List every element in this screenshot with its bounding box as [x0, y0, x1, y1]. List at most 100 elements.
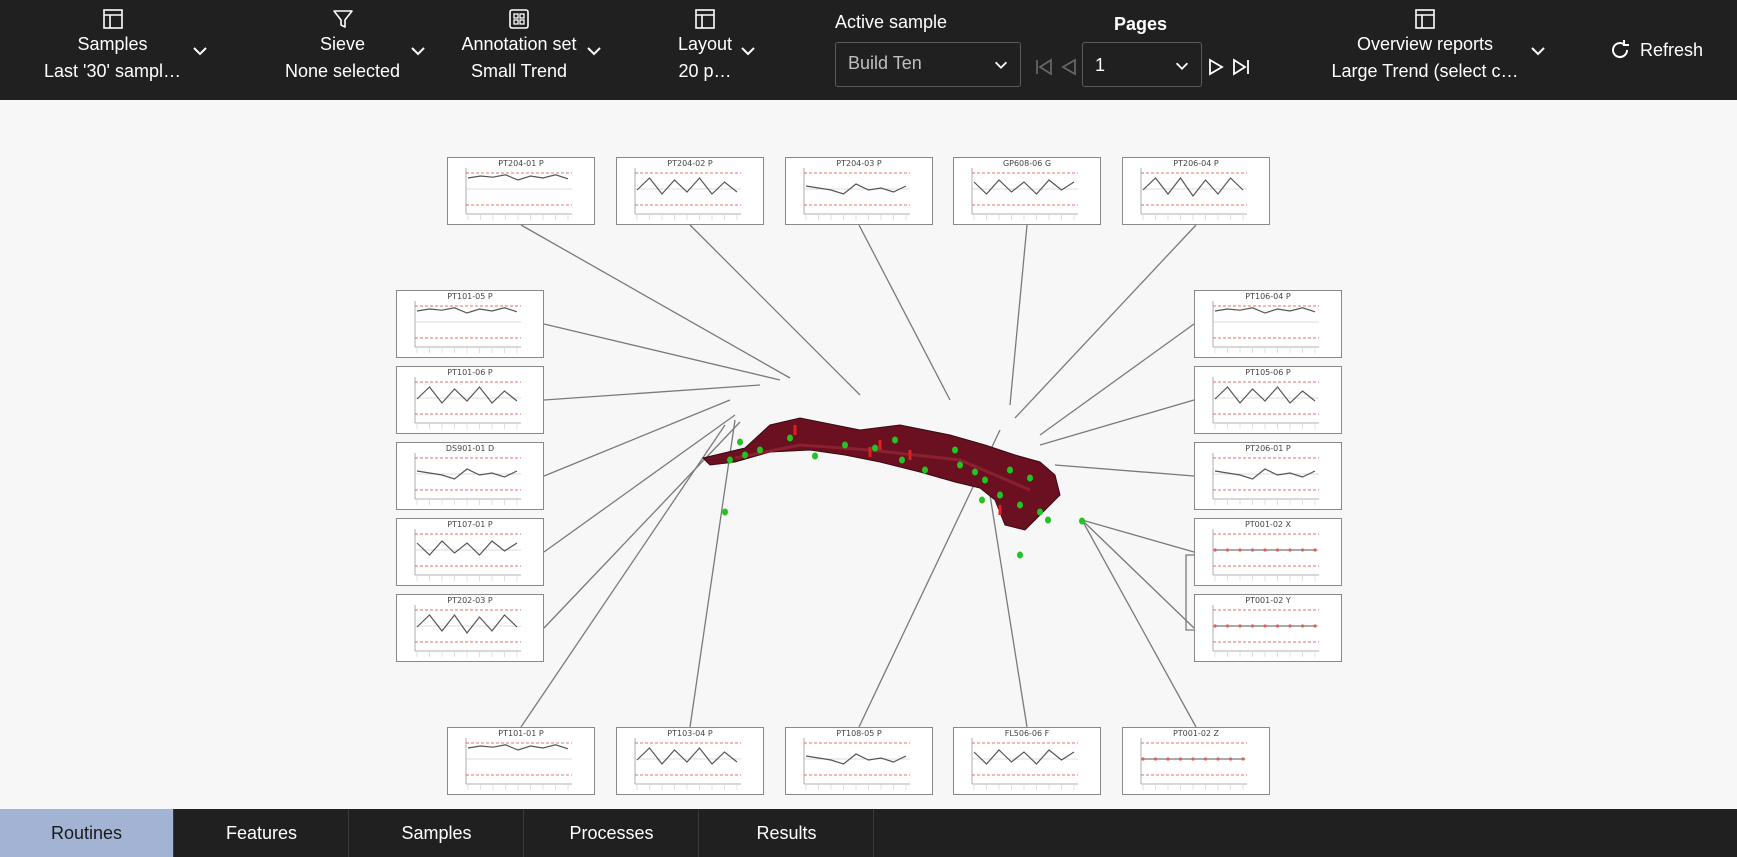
refresh-label: Refresh: [1640, 39, 1704, 60]
leader-line: [1081, 519, 1197, 728]
measurement-point[interactable]: [872, 444, 878, 452]
last-page-icon[interactable]: [1230, 56, 1252, 78]
trend-sparkline: [414, 453, 521, 505]
tab-features[interactable]: Features: [175, 809, 349, 857]
measurement-point[interactable]: [1007, 466, 1013, 474]
trend-chart-title: DS901-01 D: [445, 444, 495, 453]
measurement-point[interactable]: [972, 468, 978, 476]
measurement-point[interactable]: [979, 496, 985, 504]
trend-chart-card[interactable]: FL506-06 F: [953, 727, 1101, 795]
measurement-point-out[interactable]: [868, 447, 872, 457]
trend-chart-card[interactable]: PT106-04 P: [1194, 290, 1342, 358]
trend-chart-card[interactable]: PT204-02 P: [616, 157, 764, 225]
active-sample-label: Active sample: [835, 12, 948, 32]
trend-sparkline: [803, 168, 910, 220]
measurement-point[interactable]: [922, 466, 928, 474]
leader-line: [520, 224, 791, 379]
trend-chart-title: PT001-02 Z: [1172, 729, 1220, 738]
measurement-point[interactable]: [1017, 551, 1023, 559]
active-sample-select[interactable]: Build Ten: [835, 42, 1021, 87]
chevron-down-icon[interactable]: [408, 44, 428, 58]
measurement-point[interactable]: [952, 446, 958, 454]
first-page-icon[interactable]: [1033, 56, 1055, 78]
trend-chart-title: PT101-05 P: [447, 292, 493, 301]
trend-chart-card[interactable]: PT001-02 X: [1194, 518, 1342, 586]
trend-chart-card[interactable]: PT101-01 P: [447, 727, 595, 795]
trend-chart-title: PT204-02 P: [667, 159, 713, 168]
trend-chart-card[interactable]: PT206-04 P: [1122, 157, 1270, 225]
annotation-set-dropdown[interactable]: Annotation set Small Trend: [458, 8, 580, 82]
measurement-point[interactable]: [892, 436, 898, 444]
pages-label: Pages: [1114, 14, 1168, 34]
part-model[interactable]: [702, 417, 1061, 531]
leader-line: [1081, 519, 1195, 629]
measurement-point[interactable]: [812, 452, 818, 460]
chevron-down-icon[interactable]: [738, 44, 758, 58]
measurement-point[interactable]: [1045, 516, 1051, 524]
trend-chart-card[interactable]: PT105-06 P: [1194, 366, 1342, 434]
tab-processes[interactable]: Processes: [525, 809, 699, 857]
measurement-point-out[interactable]: [998, 505, 1002, 515]
measurement-point[interactable]: [742, 451, 748, 459]
trend-sparkline: [634, 168, 741, 220]
measurement-point-out[interactable]: [793, 425, 797, 435]
trend-chart-card[interactable]: PT202-03 P: [396, 594, 544, 662]
trend-chart-card[interactable]: DS901-01 D: [396, 442, 544, 510]
refresh-button[interactable]: Refresh: [1608, 38, 1703, 62]
trend-chart-card[interactable]: PT108-05 P: [785, 727, 933, 795]
trend-chart-card[interactable]: PT103-04 P: [616, 727, 764, 795]
page-select[interactable]: 1: [1082, 42, 1202, 87]
tab-results[interactable]: Results: [700, 809, 874, 857]
overview-reports-value: Large Trend (select c…: [1331, 61, 1519, 81]
filter-icon: [332, 10, 353, 28]
trend-chart-card[interactable]: PT204-01 P: [447, 157, 595, 225]
trend-sparkline: [414, 377, 521, 429]
measurement-point[interactable]: [842, 441, 848, 449]
measurement-point[interactable]: [982, 476, 988, 484]
measurement-point[interactable]: [957, 461, 963, 469]
trend-chart-card[interactable]: PT001-02 Z: [1122, 727, 1270, 795]
samples-dropdown[interactable]: Samples Last '30' sampl…: [40, 8, 185, 82]
sieve-dropdown[interactable]: Sieve None selected: [280, 8, 405, 82]
report-canvas[interactable]: PT204-01 P PT204-02 P PT204-03 P GP608-06 G…: [0, 100, 1737, 809]
trend-chart-card[interactable]: GP608-06 G: [953, 157, 1101, 225]
measurement-point[interactable]: [787, 434, 793, 442]
measurement-point-out[interactable]: [878, 440, 882, 450]
chevron-down-icon[interactable]: [190, 44, 210, 58]
layout-dropdown[interactable]: Layout 20 p…: [665, 8, 745, 82]
measurement-point[interactable]: [899, 456, 905, 464]
trend-sparkline: [1212, 605, 1319, 657]
next-page-icon[interactable]: [1205, 56, 1227, 78]
measurement-point[interactable]: [1037, 508, 1043, 516]
measurement-point[interactable]: [997, 491, 1003, 499]
annotation-set-value: Small Trend: [470, 61, 568, 81]
trend-sparkline: [465, 738, 572, 790]
measurement-point[interactable]: [757, 446, 763, 454]
overview-reports-dropdown[interactable]: Overview reports Large Trend (select c…: [1325, 8, 1525, 82]
trend-chart-card[interactable]: PT101-06 P: [396, 366, 544, 434]
chevron-down-icon[interactable]: [1528, 44, 1548, 58]
measurement-point[interactable]: [737, 438, 743, 446]
measurement-point[interactable]: [1027, 474, 1033, 482]
trend-chart-card[interactable]: PT206-01 P: [1194, 442, 1342, 510]
trend-chart-card[interactable]: PT204-03 P: [785, 157, 933, 225]
trend-sparkline: [1140, 738, 1247, 790]
measurement-point-out[interactable]: [908, 450, 912, 460]
chevron-down-icon: [1175, 62, 1189, 70]
trend-chart-card[interactable]: PT107-01 P: [396, 518, 544, 586]
bottom-tabbar: Routines Features Samples Processes Resu…: [0, 809, 1737, 857]
chevron-down-icon[interactable]: [584, 44, 604, 58]
trend-chart-card[interactable]: PT101-05 P: [396, 290, 544, 358]
measurement-point[interactable]: [1017, 501, 1023, 509]
measurement-point[interactable]: [722, 508, 728, 516]
leader-line: [1054, 464, 1195, 477]
trend-chart-card[interactable]: PT001-02 Y: [1194, 594, 1342, 662]
tab-samples[interactable]: Samples: [350, 809, 524, 857]
trend-sparkline: [414, 605, 521, 657]
measurement-point[interactable]: [1079, 517, 1085, 525]
tab-routines[interactable]: Routines: [0, 809, 174, 857]
previous-page-icon[interactable]: [1058, 56, 1080, 78]
trend-sparkline: [971, 738, 1078, 790]
measurement-point[interactable]: [727, 456, 733, 464]
trend-chart-title: PT204-03 P: [836, 159, 882, 168]
